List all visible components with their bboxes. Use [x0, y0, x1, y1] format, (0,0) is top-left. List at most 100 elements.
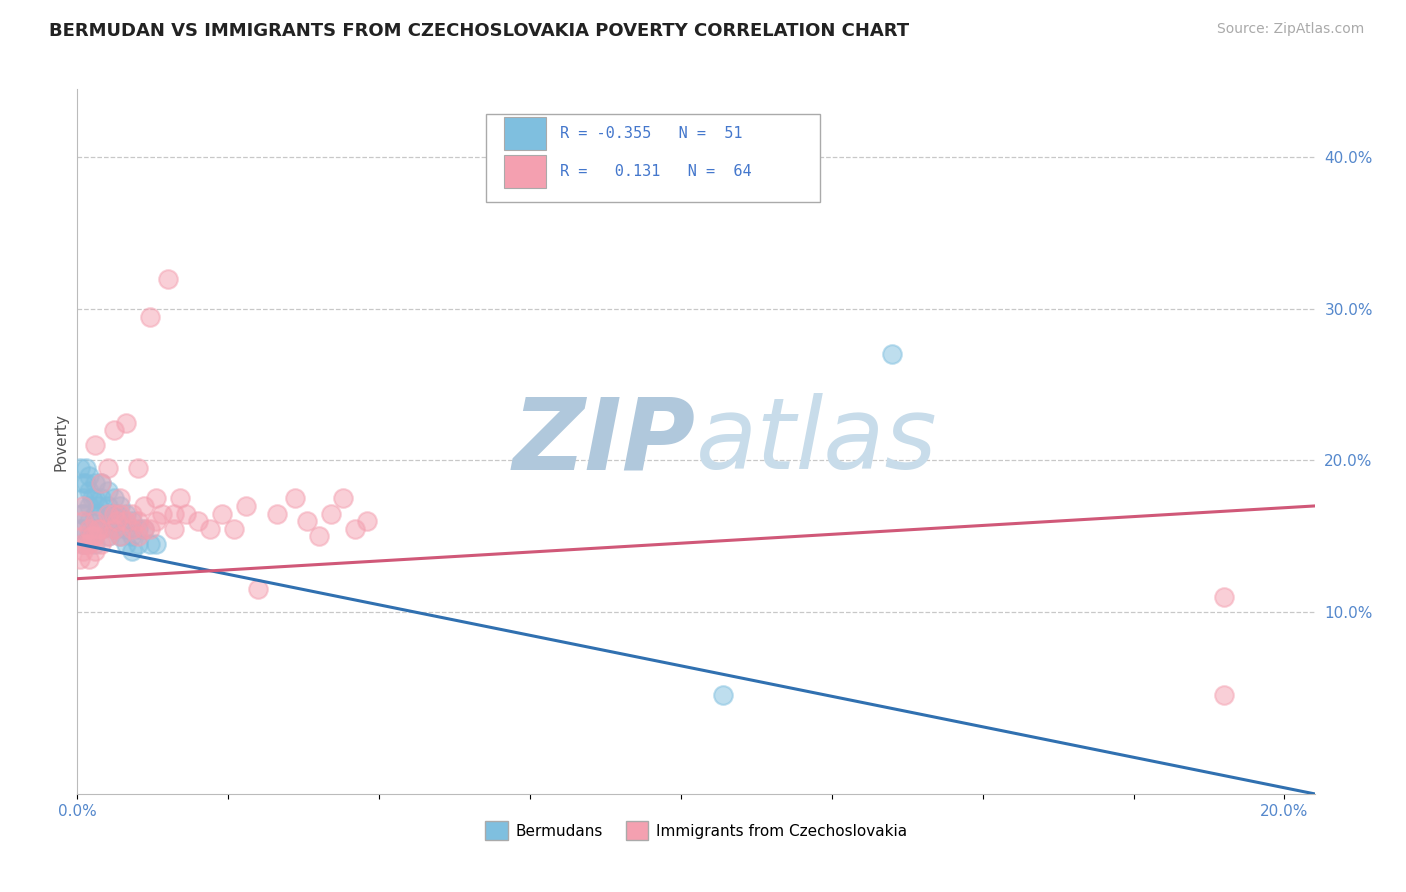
Text: R = -0.355   N =  51: R = -0.355 N = 51: [560, 126, 742, 141]
Point: [132, 522, 155, 536]
Point: [79, 537, 101, 551]
Point: [121, 514, 143, 528]
Point: [72, 499, 94, 513]
Point: [84, 529, 107, 543]
Point: [96, 529, 118, 543]
Point: [127, 514, 149, 528]
Point: [84, 476, 107, 491]
Point: [69, 552, 91, 566]
Point: [84, 514, 107, 528]
Point: [103, 423, 125, 437]
Point: [108, 491, 131, 506]
Point: [332, 491, 354, 506]
Point: [79, 483, 101, 498]
Point: [79, 522, 101, 536]
Text: R =   0.131   N =  64: R = 0.131 N = 64: [560, 164, 751, 179]
Point: [139, 310, 162, 324]
Point: [103, 507, 125, 521]
Point: [108, 529, 131, 543]
Point: [96, 499, 118, 513]
Point: [87, 499, 110, 513]
Point: [108, 514, 131, 528]
Point: [72, 544, 94, 558]
Point: [108, 529, 131, 543]
Point: [174, 507, 197, 521]
Point: [356, 514, 378, 528]
Point: [79, 552, 101, 566]
Point: [90, 491, 112, 506]
Point: [70, 537, 93, 551]
Point: [90, 537, 112, 551]
Point: [139, 537, 162, 551]
FancyBboxPatch shape: [485, 114, 820, 202]
Point: [266, 507, 288, 521]
Point: [211, 507, 233, 521]
Point: [308, 529, 330, 543]
Point: [139, 522, 162, 536]
Point: [114, 416, 136, 430]
Point: [72, 507, 94, 521]
Point: [127, 522, 149, 536]
Point: [105, 514, 128, 528]
Point: [127, 529, 149, 543]
FancyBboxPatch shape: [505, 155, 547, 187]
Point: [127, 461, 149, 475]
Point: [69, 461, 91, 475]
Point: [84, 522, 107, 536]
Point: [79, 514, 101, 528]
Point: [121, 522, 143, 536]
Point: [72, 529, 94, 543]
Point: [82, 491, 104, 506]
Point: [114, 507, 136, 521]
Point: [100, 507, 122, 521]
Point: [187, 514, 209, 528]
Point: [284, 491, 307, 506]
Point: [82, 529, 104, 543]
Point: [224, 522, 246, 536]
Point: [114, 514, 136, 528]
Point: [711, 689, 734, 703]
Text: BERMUDAN VS IMMIGRANTS FROM CZECHOSLOVAKIA POVERTY CORRELATION CHART: BERMUDAN VS IMMIGRANTS FROM CZECHOSLOVAK…: [49, 22, 910, 40]
Point: [1213, 689, 1236, 703]
Point: [72, 476, 94, 491]
Point: [75, 476, 97, 491]
Point: [343, 522, 366, 536]
Point: [105, 507, 128, 521]
Point: [169, 491, 191, 506]
Point: [145, 537, 167, 551]
Point: [121, 544, 143, 558]
Point: [96, 507, 118, 521]
Point: [72, 514, 94, 528]
Point: [114, 537, 136, 551]
Point: [198, 522, 221, 536]
FancyBboxPatch shape: [505, 117, 547, 150]
Point: [235, 499, 257, 513]
Point: [90, 507, 112, 521]
Point: [163, 507, 186, 521]
Point: [96, 461, 118, 475]
Point: [84, 438, 107, 452]
Point: [84, 507, 107, 521]
Point: [84, 544, 107, 558]
Point: [79, 529, 101, 543]
Legend: Bermudans, Immigrants from Czechoslovakia: Bermudans, Immigrants from Czechoslovaki…: [478, 815, 914, 847]
Point: [121, 529, 143, 543]
Point: [247, 582, 270, 597]
Point: [156, 271, 179, 285]
Text: ZIP: ZIP: [513, 393, 696, 490]
Point: [121, 507, 143, 521]
Point: [79, 468, 101, 483]
Point: [103, 491, 125, 506]
Point: [103, 522, 125, 536]
Point: [295, 514, 318, 528]
Point: [90, 476, 112, 491]
Point: [145, 491, 167, 506]
Y-axis label: Poverty: Poverty: [53, 412, 69, 471]
Point: [90, 522, 112, 536]
Point: [108, 499, 131, 513]
Point: [72, 491, 94, 506]
Text: atlas: atlas: [696, 393, 938, 490]
Point: [319, 507, 342, 521]
Point: [72, 537, 94, 551]
Point: [75, 537, 97, 551]
